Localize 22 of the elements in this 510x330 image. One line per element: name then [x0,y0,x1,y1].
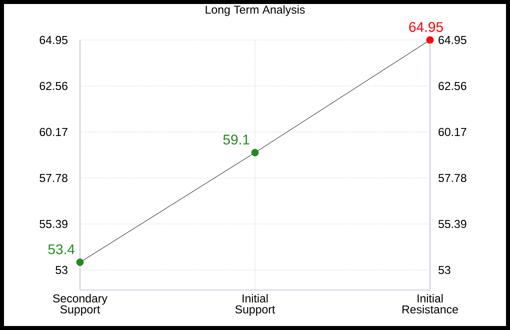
y-tick-label: 64.95 [40,36,68,44]
y2-tick-label: 53 [438,266,450,274]
y2-tick-label: 64.95 [438,36,466,44]
y-tick-label: 62.56 [40,82,68,90]
x-tick-label: Initial Support [235,294,276,316]
x-tick-label: Initial Resistance [402,294,458,314]
y2-tick-label: 55.39 [438,220,466,228]
y2-tick-label: 60.17 [438,128,466,136]
data-label: 53.4 [48,244,75,254]
x-tick-label: Secondary Support [53,294,108,316]
y2-tick-label: 57.78 [438,174,466,182]
y-tick-label: 55.39 [40,220,68,228]
point [76,258,84,266]
data-label: 64.95 [409,22,443,32]
data-label: 59.1 [223,134,250,145]
y-tick-label: 57.78 [40,174,68,182]
y-tick-label: 60.17 [40,128,68,136]
point [426,36,434,44]
point [251,148,259,156]
chart-title: Long Term Analysis [206,5,305,16]
y2-tick-label: 62.56 [438,82,466,90]
y-tick-label: 53 [56,266,68,274]
